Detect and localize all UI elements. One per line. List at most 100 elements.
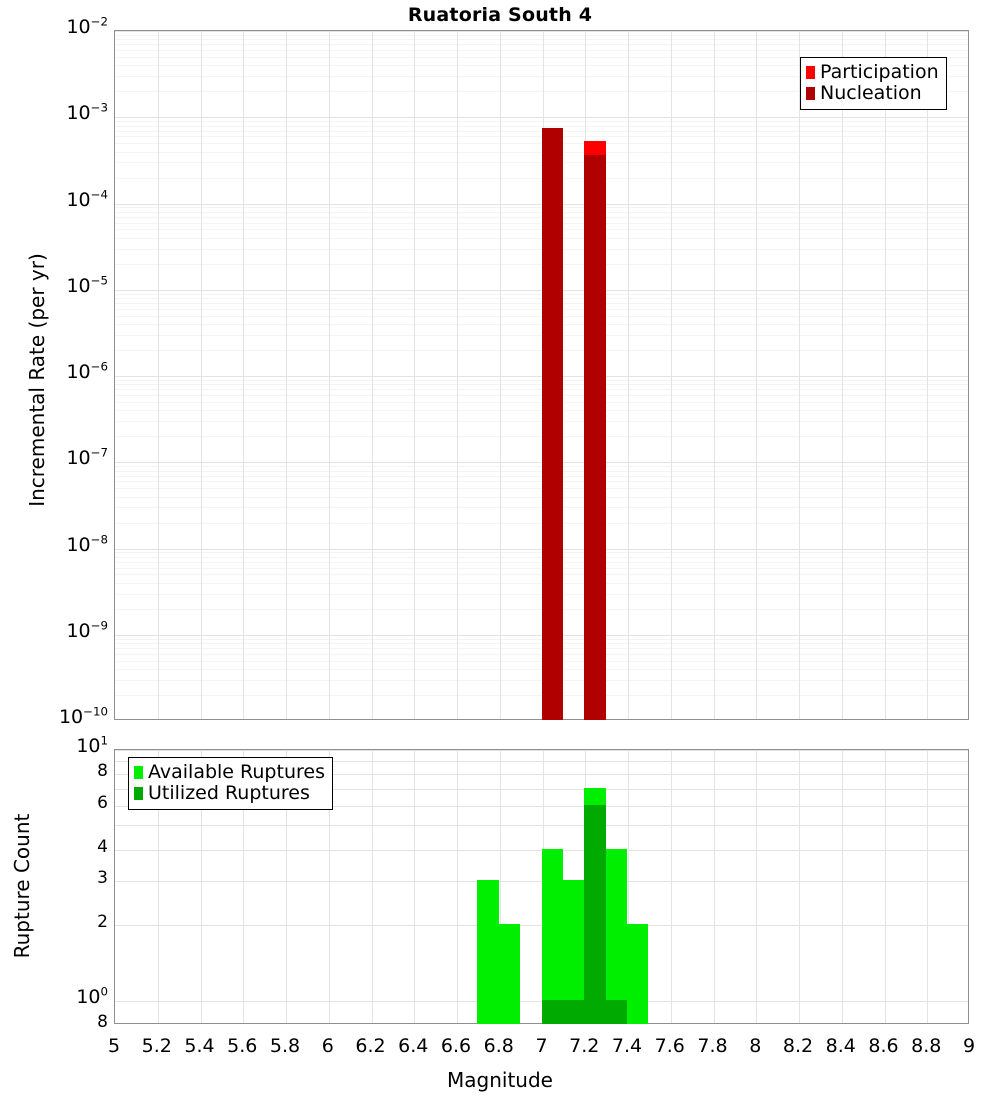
top-gridline-h [115, 65, 968, 67]
bottom-bar-available [498, 924, 521, 1024]
top-gridline-h [115, 125, 968, 127]
bottom-bar-available [562, 880, 585, 1024]
bottom-legend-label: Utilized Ruptures [148, 782, 310, 804]
x-tick-label: 5.2 [141, 1035, 172, 1057]
x-tick-label: 8.8 [911, 1035, 942, 1057]
x-tick-label: 6 [321, 1035, 334, 1057]
bottom-y-tick-label: 4 [97, 836, 108, 857]
bottom-y-tick-label: 2 [97, 912, 108, 933]
top-y-tick-label: 10−9 [66, 618, 108, 642]
top-legend-swatch [806, 66, 815, 79]
top-y-tick-label: 10−7 [66, 445, 108, 470]
top-gridline-v [414, 31, 416, 719]
bottom-y-tick-label: 101 [76, 733, 108, 757]
top-gridline-v [286, 31, 287, 719]
x-tick-label: 7.2 [569, 1035, 600, 1057]
top-gridline-h [115, 56, 968, 58]
bottom-gridline-h [115, 750, 968, 751]
x-axis-title: Magnitude [447, 1068, 553, 1092]
top-gridline-h [115, 91, 968, 93]
top-gridline-v [328, 31, 330, 719]
x-tick-label: 8.4 [825, 1035, 856, 1057]
x-tick-label: 7.6 [654, 1035, 685, 1057]
bottom-gridline-v [756, 750, 758, 1023]
x-tick-label: 5.8 [269, 1035, 301, 1057]
top-panel-legend: Participation Nucleation [800, 57, 947, 110]
bottom-legend-label: Available Ruptures [148, 761, 325, 783]
bottom-panel-legend: Available Ruptures Utilized Ruptures [128, 757, 333, 810]
bottom-y-tick-label: 8 [97, 761, 108, 782]
top-gridline-h [115, 44, 968, 46]
x-tick-label: 7.4 [611, 1035, 643, 1057]
bottom-bar-available [477, 880, 499, 1024]
bottom-gridline-v [841, 750, 843, 1023]
bottom-gridline-v [157, 750, 159, 1023]
bottom-bar-available [541, 848, 563, 1024]
bottom-gridline-v [499, 750, 501, 1023]
top-gridline-v [243, 31, 245, 719]
top-y-tick-label: 10−3 [66, 100, 108, 125]
top-gridline-h [115, 117, 968, 119]
top-y-tick-label: 10−8 [66, 532, 108, 556]
x-tick-label: 7 [535, 1035, 548, 1057]
bottom-bar-utilized [584, 804, 606, 1024]
x-tick-label: 5.4 [184, 1035, 215, 1057]
top-legend-swatch [806, 87, 815, 100]
x-tick-label: 6.4 [398, 1035, 429, 1057]
top-legend-label: Participation [820, 61, 939, 83]
x-tick-label: 6.2 [355, 1035, 386, 1057]
bottom-gridline-h [115, 774, 968, 776]
bottom-gridline-v [628, 750, 629, 1023]
top-gridline-h [115, 50, 968, 52]
top-gridline-h [115, 121, 968, 123]
bottom-gridline-h [115, 825, 968, 827]
bottom-y-tick-label: 100 [76, 984, 108, 1008]
bottom-gridline-v [371, 750, 373, 1023]
bottom-gridline-v [884, 750, 886, 1023]
x-tick-label: 7.8 [697, 1035, 728, 1057]
x-tick-label: 6.8 [483, 1035, 514, 1057]
bottom-gridline-v [200, 750, 202, 1023]
top-y-tick-label: 10−4 [66, 187, 108, 211]
top-gridline-h [115, 76, 968, 78]
top-gridline-v [200, 31, 202, 719]
bottom-gridline-v [328, 750, 330, 1023]
bottom-gridline-v [799, 750, 800, 1023]
top-gridline-v [157, 31, 159, 719]
x-tick-label: 5.6 [227, 1035, 258, 1057]
bottom-legend-entry: Available Ruptures [134, 762, 325, 783]
bottom-gridline-v [713, 750, 715, 1023]
x-tick-label: 8.2 [782, 1035, 814, 1057]
top-gridline-v [499, 31, 501, 719]
top-bar-nucleation [541, 128, 563, 720]
bottom-bar-utilized [562, 999, 585, 1024]
bottom-gridline-h [115, 805, 968, 807]
x-tick-label: 8.6 [868, 1035, 899, 1057]
top-gridline-v [457, 31, 458, 719]
bottom-gridline-h [115, 761, 968, 763]
top-gridline-v [670, 31, 672, 719]
x-tick-label: 8 [749, 1035, 762, 1057]
bottom-gridline-v [927, 750, 929, 1023]
top-gridline-v [713, 31, 715, 719]
bottom-bar-available [627, 924, 649, 1024]
page-title: Ruatoria South 4 [407, 4, 593, 26]
top-legend-label: Nucleation [820, 82, 922, 104]
bottom-gridline-v [414, 750, 416, 1023]
x-tick-label: 5 [107, 1035, 121, 1057]
bottom-y-tick-label: 6 [97, 792, 108, 813]
top-gridline-v [756, 31, 758, 719]
top-legend-entry: Participation [806, 62, 939, 83]
top-gridline-v [884, 31, 886, 719]
top-gridline-h [115, 34, 968, 36]
bottom-legend-swatch [134, 787, 143, 800]
bottom-bar-utilized [541, 999, 563, 1024]
top-gridline-v [628, 31, 629, 719]
top-y-tick-label: 10−10 [58, 704, 108, 728]
top-y-tick-label: 10−6 [66, 359, 108, 383]
top-y-tick-label: 10−5 [66, 273, 108, 297]
x-tick-label: 9 [962, 1035, 976, 1057]
top-gridline-v [841, 31, 843, 719]
top-bar-nucleation [584, 154, 606, 720]
